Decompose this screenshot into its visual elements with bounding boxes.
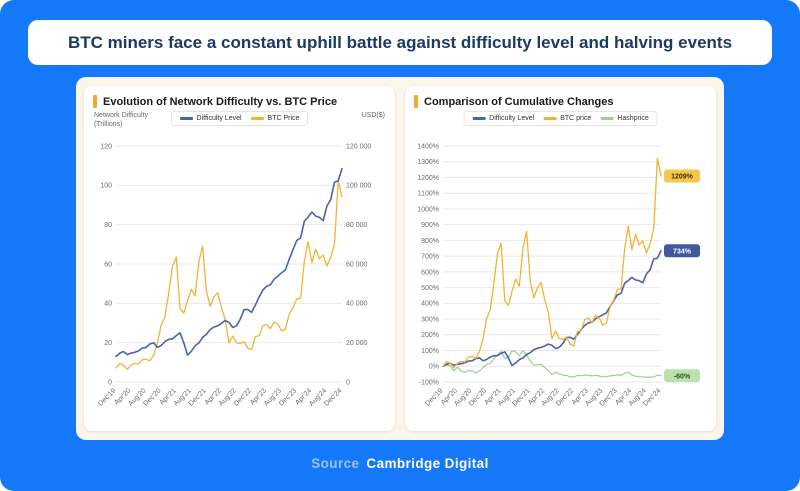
- svg-text:300%: 300%: [421, 316, 439, 323]
- svg-text:900%: 900%: [421, 222, 439, 229]
- source-label: Source: [311, 456, 360, 471]
- svg-text:100%: 100%: [421, 348, 439, 355]
- title-accent-bar: [93, 95, 97, 108]
- legend-right-chart: Difficulty Level BTC price Hashprice: [463, 111, 658, 126]
- y-left-axis-label: Network Difficulty (Trillions): [94, 112, 148, 129]
- cumulative-changes-chart: -100% 0% 100% 200% 300% 400% 500% 600% 700% 800% 9…: [417, 143, 700, 408]
- svg-text:734%: 734%: [673, 248, 692, 255]
- difficulty-price-card: Evolution of Network Difficulty vs. BTC …: [84, 86, 395, 431]
- legend-item-hashprice: Hashprice: [600, 115, 649, 122]
- svg-text:60: 60: [104, 261, 112, 268]
- difficulty-line-swatch: [179, 117, 193, 120]
- source-line: Source Cambridge Digital: [0, 456, 800, 471]
- legend-label: BTC price: [560, 115, 592, 122]
- svg-text:0%: 0%: [429, 364, 439, 371]
- charts-panel: Evolution of Network Difficulty vs. BTC …: [76, 77, 724, 440]
- legend-item-btc-price: BTC price: [543, 115, 591, 122]
- svg-text:1300%: 1300%: [417, 159, 439, 166]
- difficulty-vs-price-chart: 0 0 20 20 000 40 40 000 60 60 000 80 80 000 100 100…: [97, 143, 371, 407]
- svg-text:700%: 700%: [421, 254, 439, 261]
- svg-text:1209%: 1209%: [671, 174, 694, 181]
- legend-label: Difficulty Level: [196, 115, 242, 122]
- legend-item-difficulty: Difficulty Level: [472, 115, 534, 122]
- legend-label: Difficulty Level: [489, 115, 535, 122]
- card-title-row: Comparison of Cumulative Changes: [414, 95, 707, 108]
- svg-text:500%: 500%: [421, 285, 439, 292]
- svg-text:100 000: 100 000: [346, 183, 371, 190]
- difficulty-line-swatch: [472, 117, 486, 120]
- legend-item-difficulty: Difficulty Level: [179, 115, 242, 122]
- source-name: Cambridge Digital: [366, 456, 489, 471]
- title-accent-bar: [414, 95, 418, 108]
- svg-text:1200%: 1200%: [417, 175, 439, 182]
- headline-banner: BTC miners face a constant uphill battle…: [28, 20, 772, 65]
- svg-text:40 000: 40 000: [346, 301, 368, 308]
- svg-text:80 000: 80 000: [346, 222, 368, 229]
- cumulative-changes-card: Comparison of Cumulative Changes Difficu…: [405, 86, 716, 431]
- legend-label: Hashprice: [617, 115, 649, 122]
- svg-text:120 000: 120 000: [346, 143, 371, 150]
- legend-item-btc-price: BTC Price: [250, 115, 300, 122]
- svg-text:-60%: -60%: [674, 373, 691, 380]
- svg-text:Dec'19: Dec'19: [97, 387, 117, 407]
- svg-text:400%: 400%: [421, 301, 439, 308]
- svg-text:600%: 600%: [421, 269, 439, 276]
- chart-header-left: Network Difficulty (Trillions) Difficult…: [92, 111, 387, 138]
- svg-text:0: 0: [346, 379, 350, 386]
- y-right-axis-label: USD($): [361, 112, 385, 119]
- card-title-row: Evolution of Network Difficulty vs. BTC …: [93, 95, 386, 108]
- svg-text:60 000: 60 000: [346, 261, 368, 268]
- chart-title-right: Comparison of Cumulative Changes: [424, 95, 614, 108]
- svg-text:40: 40: [104, 301, 112, 308]
- legend-label: BTC Price: [267, 115, 300, 122]
- chart-header-right: Difficulty Level BTC price Hashprice: [413, 111, 708, 138]
- svg-text:1100%: 1100%: [418, 191, 439, 198]
- legend-left-chart: Difficulty Level BTC Price: [170, 111, 309, 126]
- chart-title-left: Evolution of Network Difficulty vs. BTC …: [103, 95, 338, 108]
- svg-text:20: 20: [104, 340, 112, 347]
- svg-text:-100%: -100%: [419, 379, 439, 386]
- svg-text:20 000: 20 000: [346, 340, 368, 347]
- svg-text:800%: 800%: [421, 238, 439, 245]
- svg-text:1400%: 1400%: [417, 143, 439, 150]
- svg-text:100: 100: [100, 183, 112, 190]
- btc-line-swatch: [543, 117, 557, 120]
- btc-line-swatch: [250, 117, 264, 120]
- svg-text:Dec'19: Dec'19: [424, 387, 444, 407]
- hashprice-line-swatch: [600, 117, 614, 120]
- svg-text:1000%: 1000%: [417, 206, 439, 213]
- svg-text:0: 0: [108, 379, 112, 386]
- headline-text: BTC miners face a constant uphill battle…: [67, 32, 733, 52]
- svg-text:120: 120: [100, 143, 112, 150]
- svg-text:200%: 200%: [421, 332, 439, 339]
- svg-text:80: 80: [104, 222, 112, 229]
